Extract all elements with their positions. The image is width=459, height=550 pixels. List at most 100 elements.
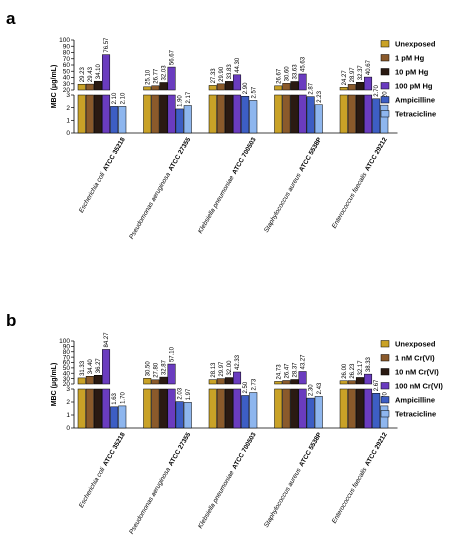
bar-ampicilline-4 — [372, 393, 380, 428]
bar-10-nm-cr-vi-0-lower — [94, 389, 102, 428]
data-label: 29.23 — [80, 67, 86, 83]
data-label: 42.33 — [235, 354, 241, 370]
y-tick-label: 0 — [66, 130, 70, 137]
bar-1-pm-hg-0-lower — [86, 95, 94, 133]
data-label: 26.47 — [284, 363, 290, 379]
data-label: 2.30 — [309, 384, 315, 396]
bar-10-pm-hg-2 — [225, 81, 233, 90]
bar-100-pm-hg-4-lower — [364, 95, 372, 133]
data-label: 84.27 — [104, 332, 110, 348]
data-label: 40.67 — [366, 59, 372, 75]
category-species: Enterococcus faecalis — [331, 171, 369, 230]
data-label: 25.10 — [145, 69, 151, 85]
y-tick-label: 60 — [63, 62, 71, 69]
y-tick-label: 100 — [59, 37, 70, 44]
bar-10-nm-cr-vi-3-lower — [291, 389, 299, 428]
bar-1-nm-cr-vi-4-lower — [348, 389, 356, 428]
bar-100-nm-cr-vi-1-lower — [168, 389, 176, 428]
bar-100-pm-hg-4 — [364, 77, 372, 90]
bar-10-pm-hg-2-lower — [225, 95, 233, 133]
bar-unexposed-3-lower — [275, 95, 283, 133]
legend-label: 1 pM Hg — [395, 54, 425, 63]
bar-10-pm-hg-4 — [356, 82, 364, 90]
data-label: 32.17 — [358, 360, 364, 376]
data-label: 34.40 — [88, 359, 94, 375]
data-label: 27.80 — [153, 362, 159, 378]
bar-unexposed-4-lower — [340, 95, 348, 133]
bar-unexposed-3-lower — [275, 389, 283, 428]
panel-label: b — [6, 311, 16, 330]
bar-unexposed-4 — [340, 381, 348, 384]
category-strain: ATCC 27355 — [167, 136, 192, 172]
bar-1-pm-hg-4-lower — [348, 95, 356, 133]
bar-100-nm-cr-vi-2 — [233, 372, 241, 384]
y-tick-label: 90 — [63, 43, 71, 50]
data-label: 32.00 — [227, 360, 233, 376]
bar-unexposed-2-lower — [209, 95, 217, 133]
data-label: 43.27 — [301, 354, 307, 370]
data-label: 33.83 — [227, 64, 233, 80]
category-label: Klebsiella pneumoniaeATCC 700503 — [197, 136, 258, 235]
data-label: 32.03 — [161, 65, 167, 81]
bar-1-nm-cr-vi-4 — [348, 381, 356, 384]
category-strain: ATCC 5538P — [298, 136, 323, 173]
bar-unexposed-1-lower — [144, 95, 152, 133]
category-strain: ATCC 700503 — [231, 431, 258, 470]
category-label: Staphylococcus aureusATCC 5538P — [263, 136, 324, 234]
bar-10-pm-hg-1-lower — [160, 95, 168, 133]
y-tick-label: 30 — [63, 81, 71, 88]
category-label: Klebsiella pneumoniaeATCC 700503 — [197, 431, 258, 530]
legend-label: Tetracicline — [395, 110, 436, 119]
bar-100-pm-hg-2 — [233, 75, 241, 90]
bar-1-nm-cr-vi-2 — [217, 379, 225, 384]
y-tick-label: 3 — [66, 92, 70, 99]
bar-10-nm-cr-vi-4-lower — [356, 389, 364, 428]
bar-unexposed-2-lower — [209, 389, 217, 428]
y-tick-label: 2 — [66, 105, 70, 112]
data-label: 2.90 — [243, 82, 249, 94]
legend-label: Ampicilline — [395, 396, 435, 405]
category-species: Klebsiella pneumoniae — [197, 469, 236, 529]
category-strain: ATCC 5538P — [298, 431, 323, 468]
y-tick-label: 1 — [66, 118, 70, 125]
bar-unexposed-0-lower — [78, 389, 86, 428]
bar-tetracicline-4 — [381, 105, 389, 133]
bar-tetracicline-1 — [184, 402, 192, 428]
bar-10-pm-hg-0-lower — [94, 95, 102, 133]
data-label: 44.30 — [235, 57, 241, 73]
category-species: Staphylococcus aureus — [263, 172, 303, 234]
bar-1-pm-hg-0 — [86, 84, 94, 90]
category-species: Pseudomonas aeruginosa — [128, 466, 172, 535]
category-label: Pseudomonas aeruginosaATCC 27355 — [128, 431, 192, 535]
data-label: 1.63 — [112, 392, 118, 404]
bar-100-pm-hg-1-lower — [168, 95, 176, 133]
data-label: 30.60 — [284, 66, 290, 82]
legend-label: 100 pM Hg — [395, 82, 433, 91]
bar-1-nm-cr-vi-3-lower — [283, 389, 291, 428]
bar-unexposed-3 — [275, 86, 283, 90]
data-label: 28.37 — [292, 362, 298, 378]
legend-swatch-10-nm-cr-vi — [381, 369, 389, 376]
bar-ampicilline-3 — [307, 97, 315, 133]
bar-100-pm-hg-0 — [102, 55, 110, 90]
data-label: 2.87 — [309, 82, 315, 94]
category-label: Enterococcus faecalisATCC 29212 — [331, 431, 389, 525]
bar-1-pm-hg-2 — [217, 84, 225, 90]
bar-10-pm-hg-4-lower — [356, 95, 364, 133]
bar-1-pm-hg-1 — [152, 86, 160, 90]
data-label: 29.90 — [219, 66, 225, 82]
y-tick-label: 40 — [63, 75, 71, 82]
bar-tetracicline-1 — [184, 106, 192, 133]
bar-unexposed-0-lower — [78, 95, 86, 133]
legend-swatch-100-nm-cr-vi — [381, 383, 389, 390]
bar-10-nm-cr-vi-0 — [94, 375, 102, 384]
bar-100-pm-hg-0-lower — [102, 95, 110, 133]
bar-ampicilline-1 — [176, 109, 184, 133]
bar-10-pm-hg-1 — [160, 82, 168, 90]
data-label: 33.63 — [292, 64, 298, 80]
legend-swatch-unexposed — [381, 341, 389, 348]
bar-ampicilline-4 — [372, 99, 380, 133]
y-tick-label: 2 — [66, 399, 70, 406]
category-label: Pseudomonas aeruginosaATCC 27355 — [128, 136, 192, 240]
